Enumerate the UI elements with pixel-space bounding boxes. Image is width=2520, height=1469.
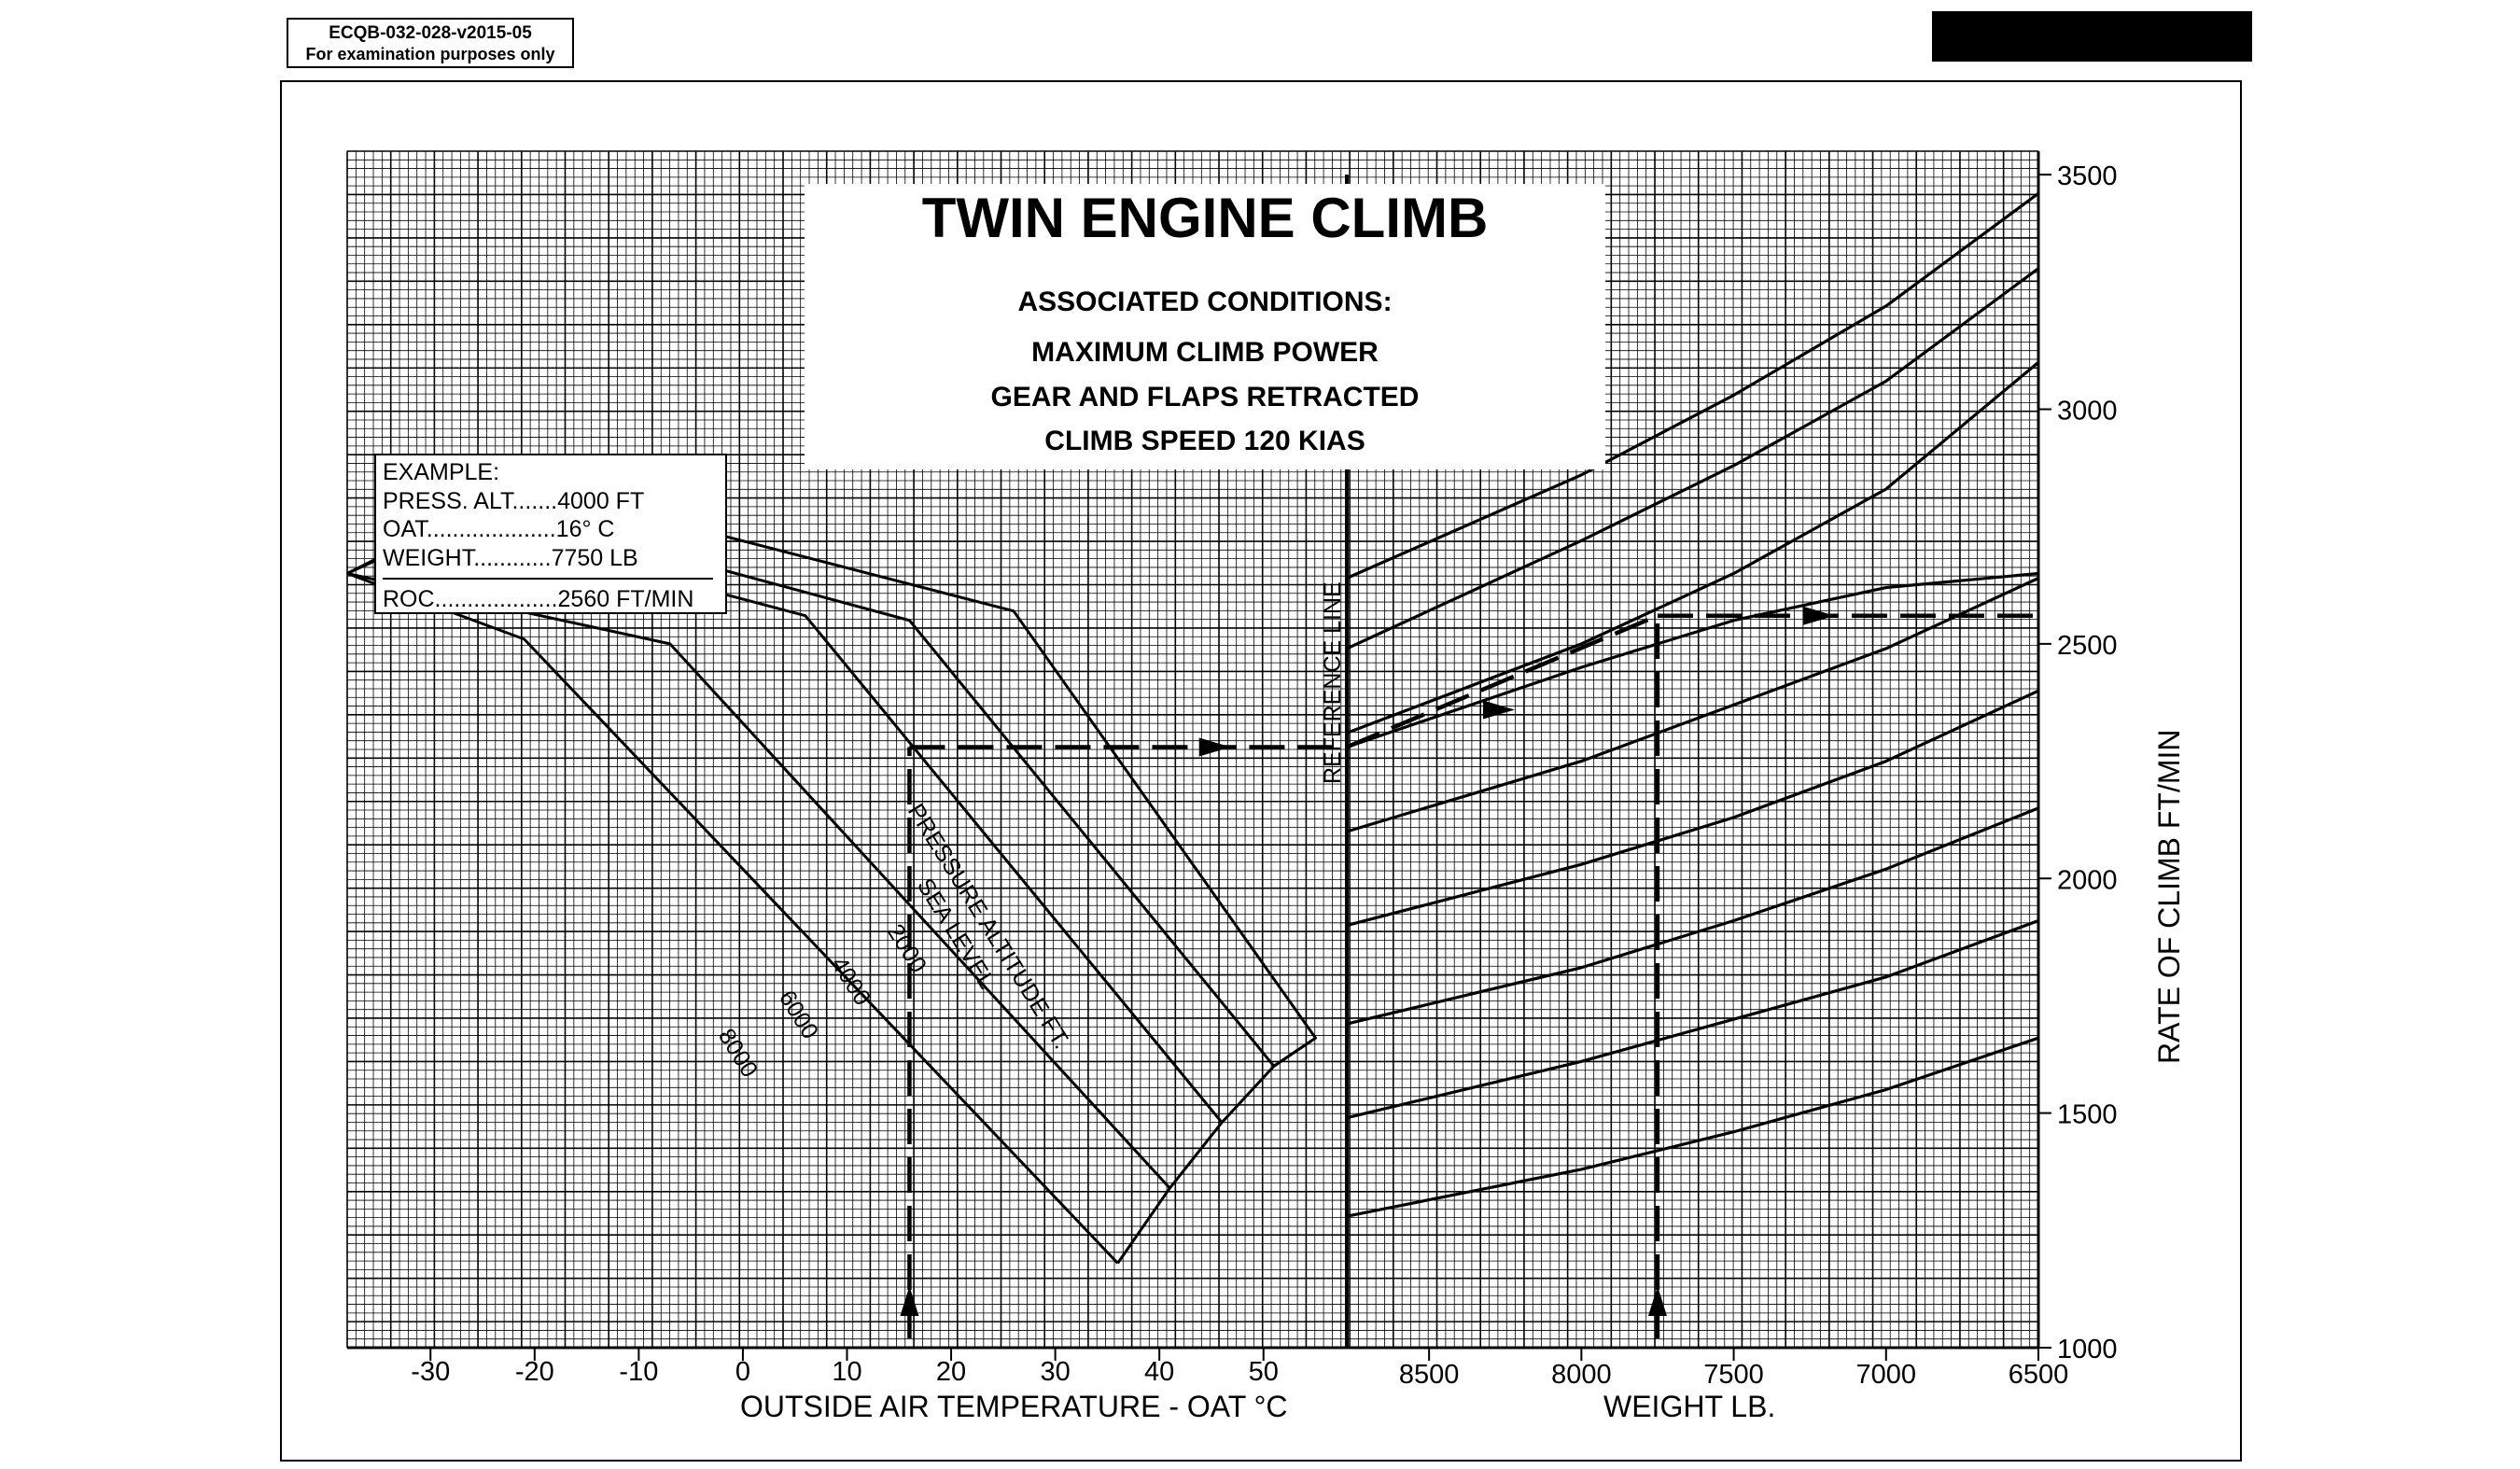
weight-guide-line <box>1346 577 2039 833</box>
condition-line: CLIMB SPEED 120 KIAS <box>1044 426 1365 456</box>
example-path <box>900 606 2038 1338</box>
oat-tick-label: 40 <box>1144 1357 1174 1387</box>
redaction-block <box>1932 11 2252 62</box>
condition-line: GEAR AND FLAPS RETRACTED <box>991 382 1420 413</box>
example-arrow-right <box>1198 737 1231 757</box>
roc-tick-label: 2500 <box>2057 631 2118 661</box>
roc-tick-label: 3000 <box>2057 397 2118 427</box>
conditions-heading: ASSOCIATED CONDITIONS: <box>1017 287 1392 317</box>
temperature-limit-line <box>1116 1036 1317 1265</box>
weight-guide-line <box>1346 191 2039 580</box>
oat-tick-label: -20 <box>515 1357 554 1387</box>
oat-tick-label: -30 <box>411 1357 450 1387</box>
roc-axis-label: RATE OF CLIMB FT/MIN <box>2152 729 2186 1064</box>
title-box <box>805 184 1605 469</box>
example-arrow-right <box>1802 606 1835 625</box>
document-reference-box: ECQB-032-028-v2015-05 For examination pu… <box>287 18 574 68</box>
altitude-line <box>346 572 1119 1265</box>
weight-tick-label: 8500 <box>1399 1360 1460 1390</box>
example-box <box>374 454 727 614</box>
chart-frame <box>280 80 2242 1462</box>
weight-tick-label: 6500 <box>2009 1360 2069 1390</box>
roc-tick-label: 1500 <box>2057 1100 2118 1130</box>
example-line: PRESS. ALT.......4000 FT <box>383 488 644 514</box>
roc-tick-label: 3500 <box>2057 161 2118 191</box>
weight-tick-label: 8000 <box>1551 1360 1612 1390</box>
oat-tick-label: -10 <box>619 1357 658 1387</box>
weight-tick-label: 7000 <box>1856 1360 1917 1390</box>
weight-axis-label: WEIGHT LB. <box>1603 1390 1775 1423</box>
example-arrow-right <box>1483 700 1515 720</box>
weight-guide-line <box>1346 267 2039 651</box>
example-arrow-up <box>900 1286 919 1316</box>
tick-labels: -30 -20 -10 0 10 20 30 40 50 8500 8000 7500 7000 6500… <box>411 161 2117 1390</box>
weight-guide-line <box>1346 689 2039 928</box>
oat-tick-label: 0 <box>735 1357 750 1387</box>
oat-axis-label: OUTSIDE AIR TEMPERATURE - OAT °C <box>740 1390 1288 1423</box>
condition-line: MAXIMUM CLIMB POWER <box>1031 337 1379 368</box>
document-reference: ECQB-032-028-v2015-05 <box>329 23 532 43</box>
example-arrow-up <box>1647 1286 1667 1316</box>
examination-note: For examination purposes only <box>305 45 555 63</box>
weight-guide-line <box>1346 919 2039 1120</box>
weight-guide-line <box>1346 806 2039 1026</box>
example-line: OAT....................16° C <box>383 516 615 542</box>
oat-tick-label: 50 <box>1249 1357 1279 1387</box>
altitude-line-label: 6000 <box>774 986 823 1043</box>
chart-title: TWIN ENGINE CLIMB <box>922 187 1489 249</box>
example-result: ROC...................2560 FT/MIN <box>383 586 693 612</box>
example-weight-path <box>1346 613 1659 749</box>
weight-guide-line <box>1346 571 2039 749</box>
oat-tick-label: 20 <box>936 1357 966 1387</box>
example-heading: EXAMPLE: <box>383 459 499 485</box>
reference-line-label: REFERENCE LINE <box>1320 581 1346 784</box>
oat-tick-label: 10 <box>832 1357 861 1387</box>
weight-tick-label: 7500 <box>1703 1360 1764 1390</box>
example-line: WEIGHT............7750 LB <box>383 545 638 571</box>
weight-guide-line <box>1346 361 2040 734</box>
roc-tick-label: 1000 <box>2057 1335 2118 1364</box>
oat-tick-label: 30 <box>1040 1357 1070 1387</box>
roc-tick-label: 2000 <box>2057 865 2118 895</box>
weight-guide-line <box>1346 1036 2039 1218</box>
